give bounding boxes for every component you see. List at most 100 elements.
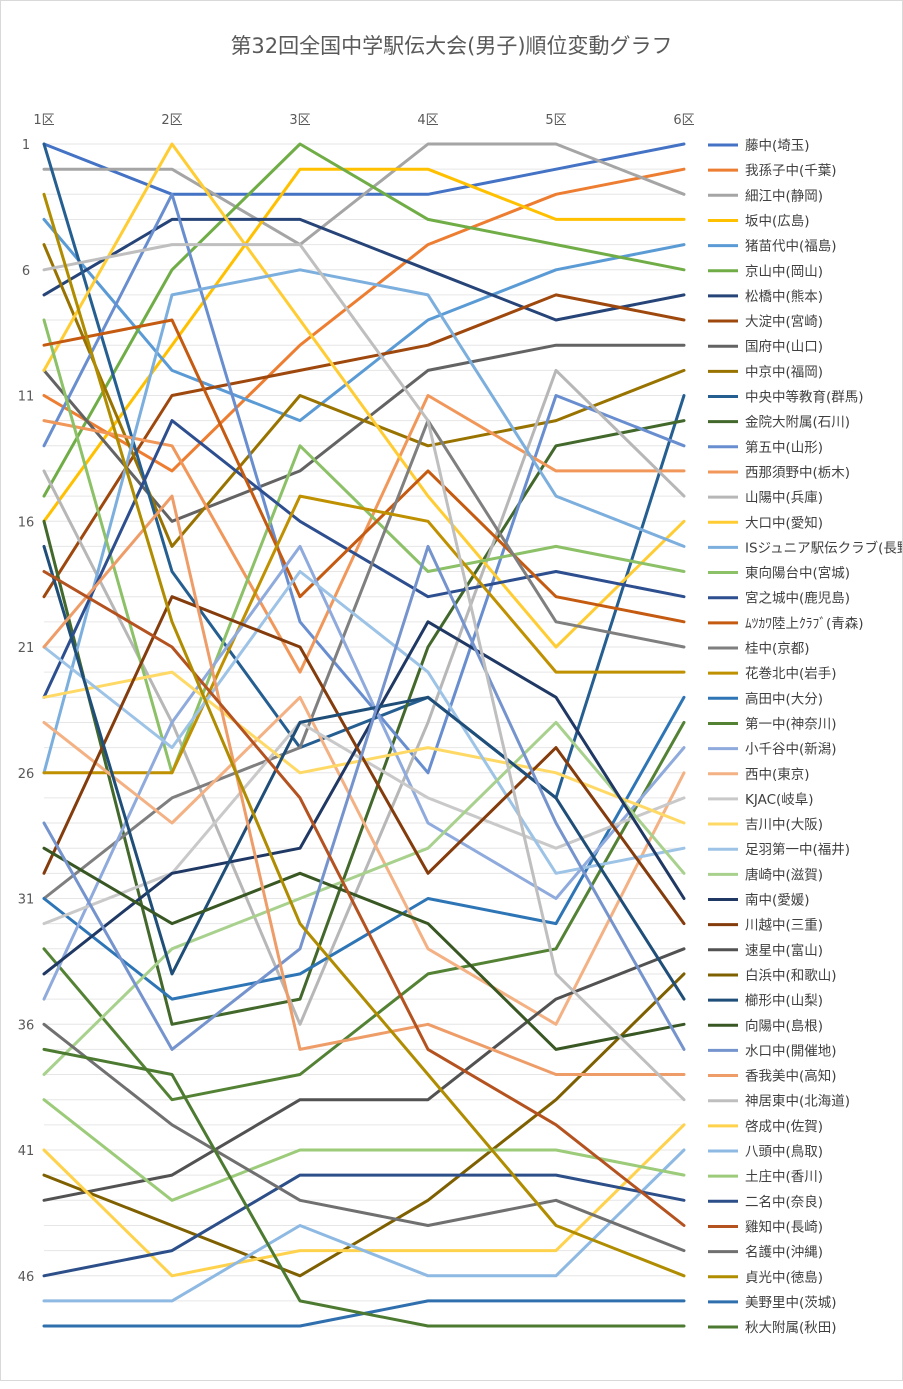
x-axis-ticks: 1区 2区 3区 4区 5区 6区 [33,113,694,128]
legend-label: 山陽中(兵庫) [745,490,823,506]
legend-label: 花巻北中(岩手) [745,666,837,682]
legend-label: 桂中(京都) [745,641,810,657]
series-line [42,192,686,1278]
legend-label: 坂中(広島) [745,213,810,229]
series-line [42,544,686,1001]
legend-label: 我孫子中(千葉) [745,163,837,179]
legend-label: 松橋中(熊本) [745,289,823,305]
legend-label: 藤中(埼玉) [745,138,810,154]
series-line [42,1022,686,1253]
y-tick-label: 26 [18,767,35,782]
series-line [42,720,686,1102]
x-tick-label: 3区 [289,113,310,128]
y-tick-label: 1 [22,138,30,153]
series-line [42,1148,686,1303]
legend-label: 二名中(奈良) [745,1194,823,1210]
series-line [42,720,686,1076]
series-line [42,1098,686,1202]
legend-label: 高田中(大分) [745,690,823,707]
legend-label: ﾑﾂｶﾜ陸上ｸﾗﾌﾞ(青森) [745,616,864,632]
series-line [42,1173,686,1278]
y-tick-label: 31 [18,893,35,908]
legend-label: 西那須野中(栃木) [745,465,850,481]
legend-label: 川越中(三重) [745,918,823,934]
series-line [42,192,686,775]
legend-label: 神居東中(北海道) [745,1094,850,1110]
series-line [42,217,686,423]
series-line [42,947,686,1202]
legend-label: 櫛形中(山梨) [745,993,823,1009]
legend-label: 貞光中(徳島) [745,1270,823,1286]
legend-label: 香我美中(高知) [745,1068,837,1085]
legend-label: 宮之城中(鹿児島) [745,590,850,607]
series-line [42,268,686,775]
legend-label: 国府中(山口) [745,339,823,355]
legend-label: 唐崎中(滋賀) [745,866,823,883]
series-line [42,494,686,1076]
y-tick-label: 21 [18,641,35,656]
legend-label: 足羽第一中(福井) [745,841,850,858]
legend-label: 雞知中(長崎) [745,1218,823,1235]
legend-label: 白浜中(和歌山) [745,968,837,984]
x-tick-label: 5区 [545,113,566,128]
legend-label: 猪苗代中(福島) [745,239,837,255]
series-line [42,544,686,1001]
series-line [42,570,686,875]
legend-label: 中京中(福岡) [745,364,823,380]
legend-label: 美野里中(茨城) [745,1295,837,1311]
y-tick-label: 11 [18,390,35,405]
legend-label: 啓成中(佐賀) [745,1119,823,1135]
series-line [42,419,686,900]
series-line [42,595,686,926]
legend-label: 秋大附属(秋田) [745,1320,837,1336]
legend-label: 中央中等教育(群馬) [745,389,864,406]
legend-label: 大淀中(宮崎) [745,314,823,330]
series-lines [42,142,686,1328]
series-line [42,620,686,976]
legend-label: 京山中(岡山) [745,264,823,280]
legend-label: 八頭中(鳥取) [745,1144,823,1160]
series-line [42,142,686,247]
legend-label: 大口中(愛知) [745,514,823,531]
legend-label: 小千谷中(新潟) [745,742,837,758]
series-line [42,1047,686,1328]
legend-label: 向陽中(島根) [745,1018,823,1034]
series-line [42,570,686,1227]
series-line [42,846,686,1051]
series-line [42,167,686,473]
legend: 藤中(埼玉) 我孫子中(千葉) 細江中(静岡) 坂中(広島) 猪苗代中(福島) 京山中(岡… [708,138,903,1336]
legend-label: 第一中(神奈川) [745,715,837,732]
legend-label: KJAC(岐阜) [745,791,814,808]
x-tick-label: 4区 [417,113,438,128]
series-line [42,243,686,1102]
y-tick-label: 16 [18,515,35,530]
x-tick-label: 1区 [33,113,54,128]
series-line [42,419,686,699]
series-line [42,142,686,498]
legend-label: 第五中(山形) [745,439,823,456]
series-line [42,217,686,322]
legend-label: 南中(愛媛) [745,893,810,909]
series-line [42,293,686,599]
series-line [42,695,686,1026]
legend-label: ISジュニア駅伝クラブ(長野) [745,539,903,556]
series-line [42,494,686,775]
series-line [42,318,686,624]
legend-label: 西中(東京) [745,767,810,783]
legend-label: 細江中(静岡) [745,188,823,204]
x-tick-label: 6区 [673,113,694,128]
x-tick-label: 2区 [161,113,182,128]
series-line [42,544,686,1051]
chart-title: 第32回全国中学駅伝大会(男子)順位変動グラフ [230,34,673,58]
series-line [42,695,686,1001]
legend-label: 水口中(開催地) [745,1043,837,1059]
legend-label: 土庄中(香川) [745,1168,823,1185]
legend-label: 名護中(沖縄) [745,1245,823,1261]
series-line [42,972,686,1278]
y-tick-label: 46 [18,1270,35,1285]
legend-label: 東向陽台中(宮城) [745,566,850,582]
legend-label: 速星中(富山) [745,942,823,959]
y-tick-label: 41 [18,1144,35,1159]
